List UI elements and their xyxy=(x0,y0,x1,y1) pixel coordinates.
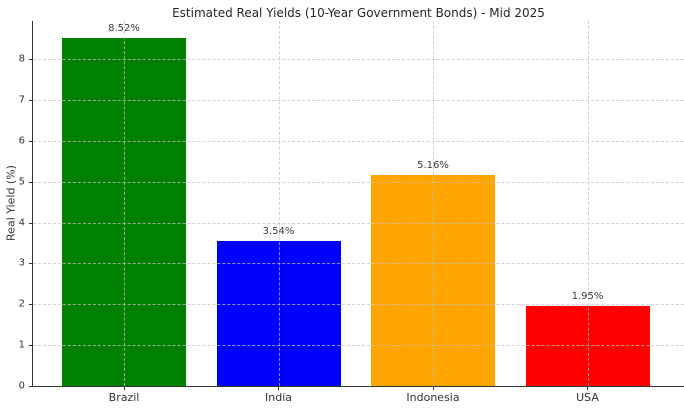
y-tick-label: 5 xyxy=(18,176,25,188)
x-tick-label: Indonesia xyxy=(406,391,460,404)
gridline-h xyxy=(33,99,684,101)
gridline-h xyxy=(33,59,684,60)
gridline-h xyxy=(33,181,684,183)
y-tick-label: 4 xyxy=(18,217,25,228)
gridline-v xyxy=(433,21,434,386)
x-tick-mark xyxy=(278,386,279,390)
gridline-h xyxy=(33,304,684,306)
x-tick-label: Brazil xyxy=(108,391,140,404)
y-tick-mark xyxy=(29,140,33,142)
gridline-h xyxy=(33,222,684,224)
bar-value-label: 5.16% xyxy=(417,160,449,172)
bar-value-label: 8.52% xyxy=(108,22,140,34)
y-tick-mark xyxy=(29,386,33,387)
y-tick-label: 1 xyxy=(18,339,25,351)
y-tick-mark xyxy=(29,59,33,60)
y-tick-mark xyxy=(29,181,33,183)
y-tick-label: 3 xyxy=(18,257,25,269)
y-tick-label: 6 xyxy=(18,135,25,147)
x-tick-mark xyxy=(123,386,125,390)
bar-value-label: 1.95% xyxy=(571,291,604,303)
y-tick-mark xyxy=(29,345,33,347)
y-tick-mark xyxy=(29,263,33,265)
plot-area: 8.52% Brazil 3.54% India 5.16% Indonesia 1.95%… xyxy=(19,21,684,404)
y-axis-spine xyxy=(32,21,33,387)
gridline-h xyxy=(33,263,684,265)
x-tick-mark xyxy=(432,386,434,390)
y-tick-label: 0 xyxy=(18,380,25,392)
y-tick-label: 7 xyxy=(18,94,25,106)
x-tick-mark xyxy=(587,386,588,390)
chart-title: Estimated Real Yields (10-Year Governmen… xyxy=(172,6,545,20)
gridline-h xyxy=(33,345,684,347)
x-axis-spine xyxy=(32,386,684,387)
gridline-v xyxy=(124,21,125,386)
y-tick-label: 2 xyxy=(18,298,25,310)
y-tick-mark xyxy=(29,99,33,101)
y-tick-label: 8 xyxy=(18,53,25,65)
x-tick-label: USA xyxy=(576,391,599,404)
gridline-v xyxy=(587,21,589,386)
x-tick-label: India xyxy=(265,391,292,404)
y-tick-mark xyxy=(29,304,33,306)
gridline-v xyxy=(278,21,280,386)
bar-value-label: 3.54% xyxy=(262,226,295,238)
gridline-h xyxy=(33,140,684,142)
y-tick-mark xyxy=(29,222,33,224)
